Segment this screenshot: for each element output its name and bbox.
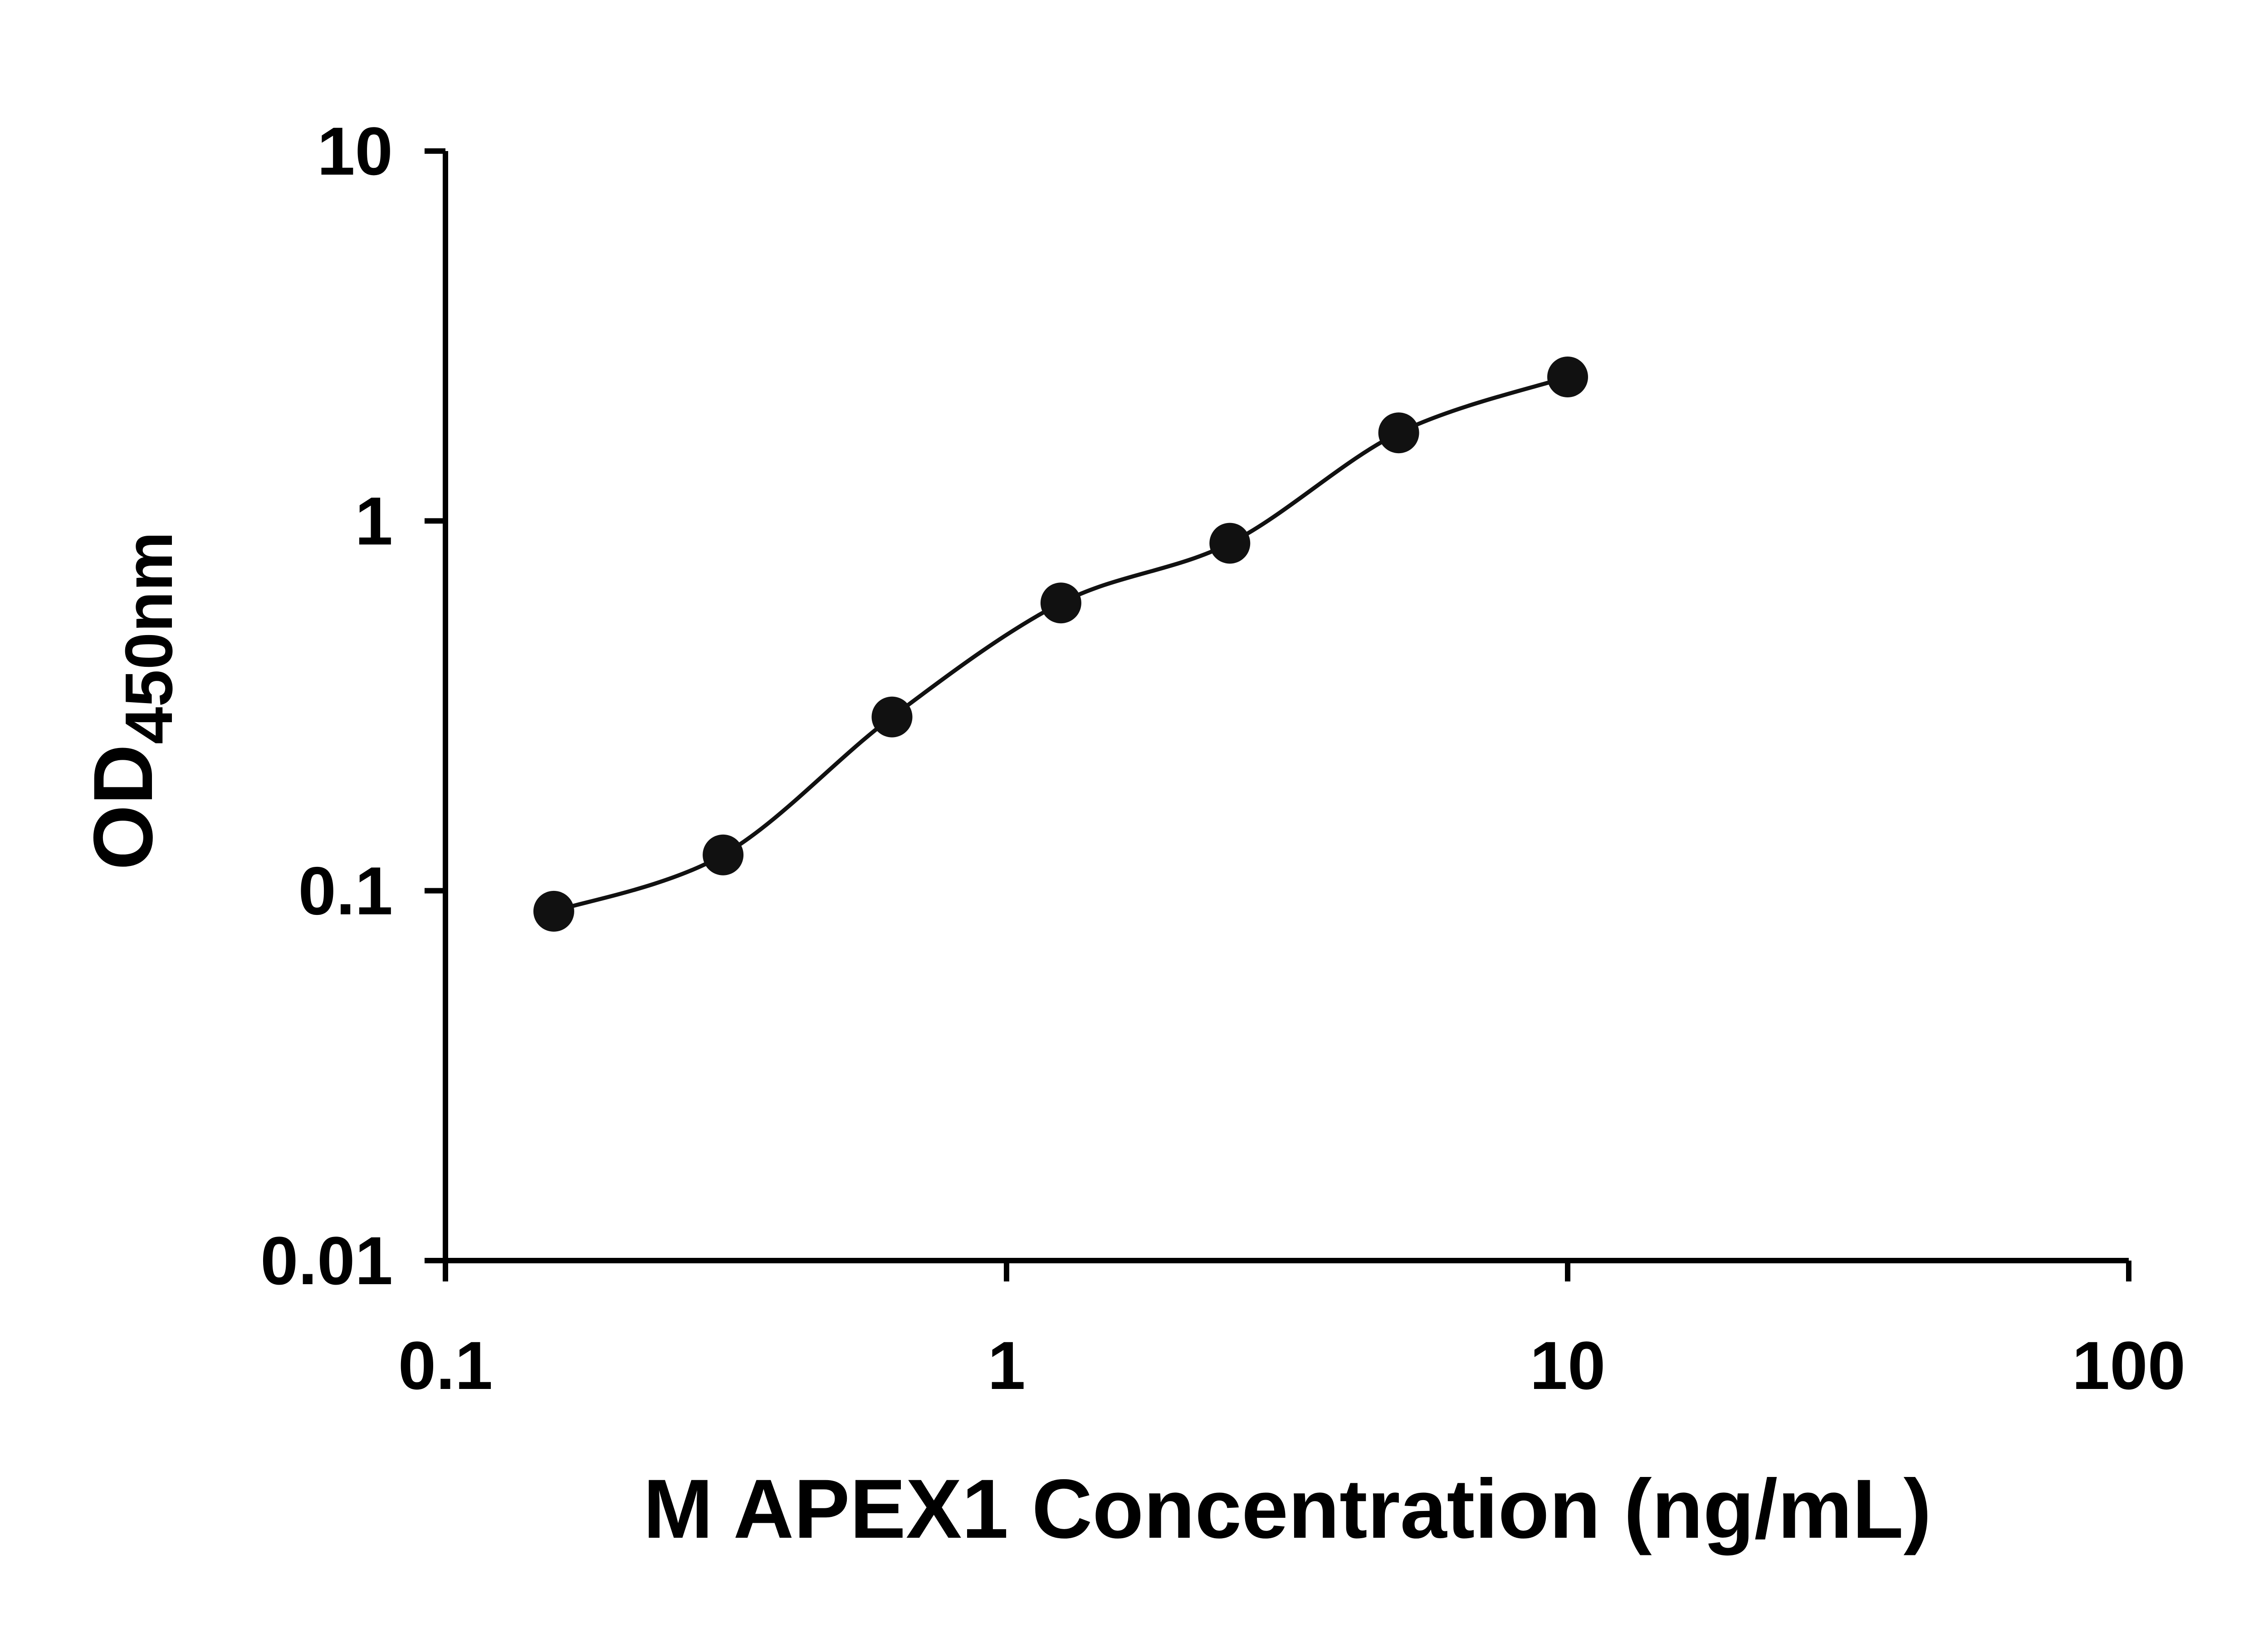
data-point-marker [1378, 412, 1419, 454]
x-tick-label: 1 [987, 1327, 1025, 1403]
data-point-marker [1547, 357, 1588, 397]
data-point-marker [1040, 582, 1081, 624]
standard-curve-line [553, 375, 1569, 914]
y-tick-label: 0.01 [260, 1222, 393, 1299]
y-axis-title-main: OD [77, 744, 170, 870]
y-axis-title-sub: 450nm [112, 532, 186, 744]
y-axis-title: OD450nm [77, 532, 186, 870]
data-point-marker [533, 890, 574, 932]
x-axis-title: M APEX1 Concentration (ng/mL) [643, 1462, 1931, 1556]
y-tick-label: 1 [355, 483, 393, 559]
y-tick-label: 0.1 [298, 853, 393, 929]
data-point-marker [703, 834, 744, 875]
y-tick-label: 10 [317, 113, 393, 189]
x-tick-label: 0.1 [398, 1327, 493, 1403]
data-point-marker [1209, 523, 1251, 564]
axis-lines [443, 151, 2129, 1263]
x-tick-label: 100 [2072, 1327, 2185, 1403]
data-point-marker [871, 696, 913, 738]
x-tick-label: 10 [1530, 1327, 1606, 1403]
